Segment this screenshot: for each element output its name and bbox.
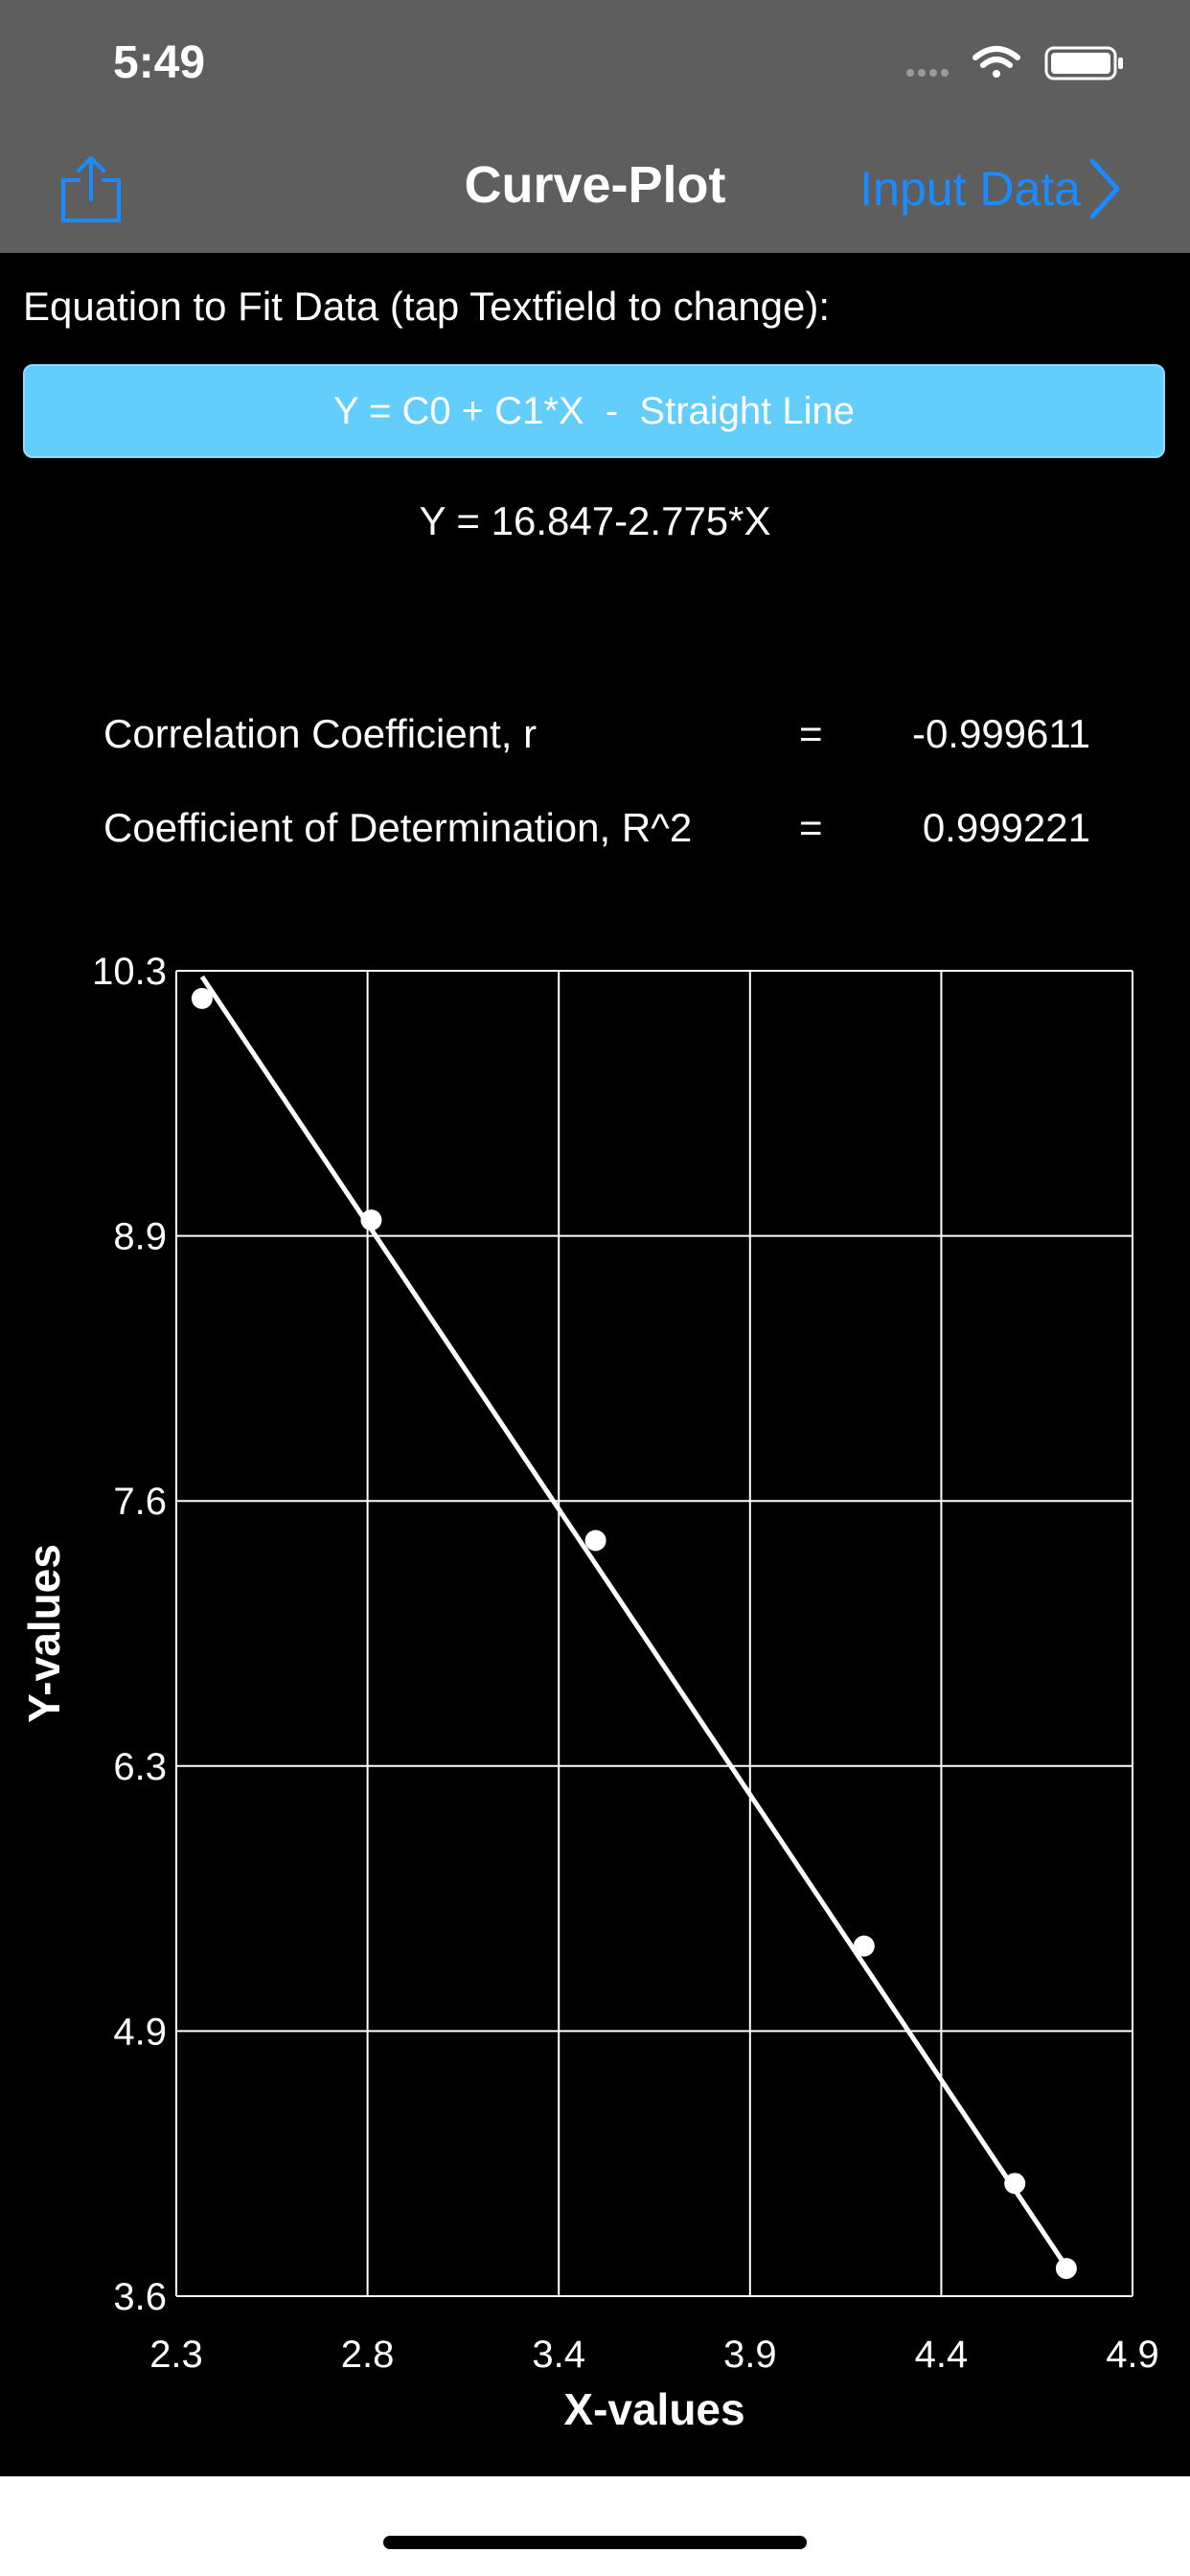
scatter-plot: 2.3 2.8 3.4 3.9 4.4 4.9 10.3 8.9 7.6 6.3 4.9 3.6 X-v… xyxy=(19,951,1159,2434)
data-point xyxy=(853,1935,875,1957)
y-tick-label: 3.6 xyxy=(113,2276,167,2318)
share-icon xyxy=(61,156,121,222)
correlation-equals: = xyxy=(799,711,823,756)
y-tick-label: 4.9 xyxy=(113,2011,167,2053)
correlation-label: Correlation Coefficient, r xyxy=(103,711,538,756)
data-point xyxy=(1004,2173,1026,2195)
determination-equals: = xyxy=(799,805,823,850)
y-axis-label: Y-values xyxy=(19,1544,69,1723)
determination-label: Coefficient of Determination, R^2 xyxy=(103,805,693,850)
data-point xyxy=(1055,2258,1077,2280)
home-indicator[interactable] xyxy=(383,2536,807,2549)
y-tick-label: 7.6 xyxy=(113,1481,167,1523)
x-tick-label: 3.9 xyxy=(723,2334,777,2376)
input-data-label: Input Data xyxy=(859,162,1081,216)
data-point xyxy=(584,1530,606,1552)
equation-textfield[interactable]: Y = C0 + C1*X - Straight Line xyxy=(23,364,1165,458)
home-indicator-area xyxy=(0,2476,1190,2576)
y-tick-label: 10.3 xyxy=(92,951,167,993)
x-tick-label: 2.8 xyxy=(341,2334,395,2376)
determination-value: 0.999221 xyxy=(922,805,1090,850)
x-tick-label: 4.9 xyxy=(1106,2334,1159,2376)
data-point xyxy=(360,1209,382,1231)
x-tick-label: 2.3 xyxy=(149,2334,203,2376)
fitted-equation: Y = 16.847-2.775*X xyxy=(419,498,771,543)
correlation-row: Correlation Coefficient, r = -0.999611 xyxy=(103,711,1090,769)
share-button[interactable] xyxy=(57,155,125,224)
x-tick-label: 4.4 xyxy=(915,2334,969,2376)
correlation-value: -0.999611 xyxy=(911,711,1090,756)
status-icons xyxy=(906,46,1123,80)
fit-line xyxy=(199,975,1072,2274)
page-title: Curve-Plot xyxy=(464,156,726,214)
x-tick-label: 3.4 xyxy=(532,2334,585,2376)
status-time: 5:49 xyxy=(113,37,206,88)
determination-row: Coefficient of Determination, R^2 = 0.99… xyxy=(103,805,1090,862)
data-point xyxy=(191,987,213,1009)
x-axis-label: X-values xyxy=(563,2384,744,2434)
y-tick-label: 8.9 xyxy=(113,1216,167,1258)
navigation-header: 5:49 xyxy=(0,0,1190,253)
input-data-button[interactable]: Input Data xyxy=(859,155,1121,222)
battery-icon xyxy=(1044,46,1123,80)
y-tick-label: 6.3 xyxy=(113,1746,167,1788)
cellular-signal-icon xyxy=(906,69,949,77)
equation-label: Equation to Fit Data (tap Textfield to c… xyxy=(23,284,831,329)
chevron-right-icon xyxy=(1089,158,1120,219)
wifi-icon xyxy=(973,46,1020,78)
